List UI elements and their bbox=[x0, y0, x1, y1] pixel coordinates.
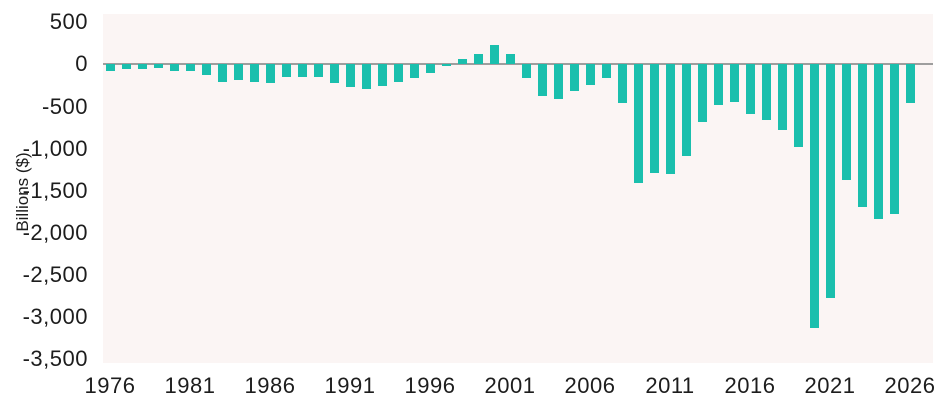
bar-1983 bbox=[217, 64, 227, 82]
bar-2021 bbox=[825, 64, 835, 298]
bar-2009 bbox=[633, 64, 643, 184]
bar-1977 bbox=[121, 64, 131, 69]
x-tick-2016: 2016 bbox=[724, 373, 776, 398]
bar-1993 bbox=[377, 64, 387, 86]
bar-1982 bbox=[201, 64, 211, 76]
bar-2010 bbox=[649, 64, 659, 174]
bar-2006 bbox=[585, 64, 595, 86]
bar-1978 bbox=[137, 64, 147, 70]
x-tick-2011: 2011 bbox=[645, 373, 695, 398]
bar-2023 bbox=[857, 64, 867, 207]
bar-2003 bbox=[537, 64, 547, 97]
bar-2004 bbox=[553, 64, 563, 100]
y-tick--1000: -1,000 bbox=[22, 135, 88, 161]
y-tick--2000: -2,000 bbox=[22, 219, 88, 245]
bar-2007 bbox=[601, 64, 611, 78]
x-tick-2021: 2021 bbox=[804, 373, 856, 398]
bar-2013 bbox=[697, 64, 707, 122]
x-tick-2026: 2026 bbox=[884, 373, 936, 398]
bar-2015 bbox=[729, 64, 739, 102]
bar-2019 bbox=[793, 64, 803, 148]
bar-1995 bbox=[409, 64, 419, 79]
bar-2000 bbox=[489, 44, 499, 65]
x-tick-2006: 2006 bbox=[564, 373, 616, 398]
bar-1998 bbox=[457, 58, 467, 65]
y-tick--1500: -1,500 bbox=[22, 177, 88, 203]
y-tick--2500: -2,500 bbox=[22, 261, 88, 287]
x-tick-2001: 2001 bbox=[484, 373, 536, 398]
bar-2024 bbox=[873, 64, 883, 219]
bar-1996 bbox=[425, 64, 435, 74]
bar-1981 bbox=[185, 64, 195, 72]
bar-1994 bbox=[393, 64, 403, 82]
bar-2016 bbox=[745, 64, 755, 114]
bar-1991 bbox=[345, 64, 355, 88]
x-tick-1996: 1996 bbox=[404, 373, 456, 398]
bar-2001 bbox=[505, 53, 515, 65]
bar-1976 bbox=[105, 64, 115, 71]
bar-2017 bbox=[761, 64, 771, 121]
bar-2005 bbox=[569, 64, 579, 92]
x-tick-1986: 1986 bbox=[244, 373, 296, 398]
bar-1990 bbox=[329, 64, 339, 84]
x-tick-1991: 1991 bbox=[324, 373, 376, 398]
bar-1987 bbox=[281, 64, 291, 78]
y-tick-0: 0 bbox=[75, 51, 88, 77]
y-tick-500: 500 bbox=[49, 9, 88, 35]
x-tick-1976: 1976 bbox=[84, 373, 136, 398]
bar-2014 bbox=[713, 64, 723, 106]
bar-2026 bbox=[905, 64, 915, 104]
plot-area bbox=[103, 14, 933, 363]
zero-gridline bbox=[103, 63, 933, 66]
y-tick--3500: -3,500 bbox=[22, 345, 88, 371]
bar-2002 bbox=[521, 64, 531, 78]
bar-2020 bbox=[809, 64, 819, 328]
bar-2008 bbox=[617, 64, 627, 104]
y-tick--3000: -3,000 bbox=[22, 303, 88, 329]
bar-1992 bbox=[361, 64, 371, 89]
bar-2018 bbox=[777, 64, 787, 130]
bar-1997 bbox=[441, 64, 451, 67]
bar-2011 bbox=[665, 64, 675, 174]
bar-1979 bbox=[153, 64, 163, 68]
bar-2012 bbox=[681, 64, 691, 156]
bar-1985 bbox=[249, 64, 259, 83]
bar-1999 bbox=[473, 53, 483, 65]
y-tick--500: -500 bbox=[41, 93, 88, 119]
bar-2025 bbox=[889, 64, 899, 214]
x-tick-1981: 1981 bbox=[164, 373, 216, 398]
bar-1984 bbox=[233, 64, 243, 80]
bar-1980 bbox=[169, 64, 179, 71]
bar-1989 bbox=[313, 64, 323, 78]
bar-1986 bbox=[265, 64, 275, 84]
bar-1988 bbox=[297, 64, 307, 78]
bar-2022 bbox=[841, 64, 851, 181]
